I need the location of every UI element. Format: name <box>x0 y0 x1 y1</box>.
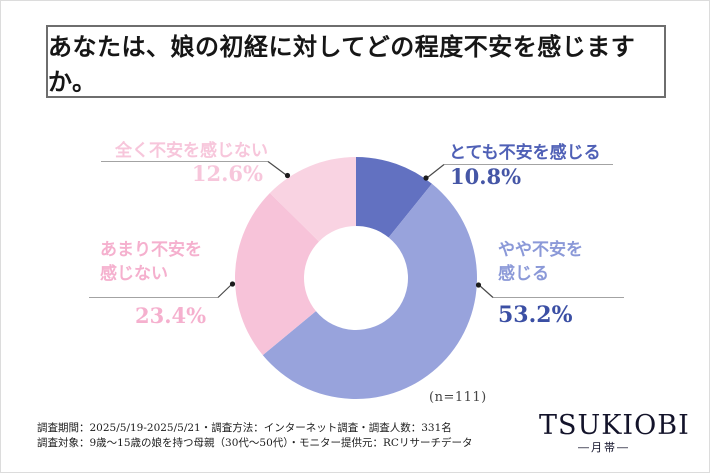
donut-slices <box>234 157 477 399</box>
callout-label-amari-line2: 感じない <box>100 264 168 284</box>
sample-size-label: (n=111) <box>429 390 487 405</box>
callout-label-yaya-line1: やや不安を <box>498 240 583 260</box>
callout-label-yaya: やや不安を 感じる <box>498 238 583 286</box>
callout-label-yaya-line2: 感じる <box>498 264 549 284</box>
callout-label-amari: あまり不安を 感じない <box>100 238 202 286</box>
brand-logo-subtitle: ―月帯― <box>578 441 630 454</box>
donut-slice-3 <box>234 192 320 356</box>
page-title: あなたは、娘の初経に対してどの程度不安を感じますか。 <box>48 31 636 96</box>
donut-slice-4 <box>269 157 356 242</box>
survey-notes-line1: 調査期間：2025/5/19-2025/5/21・調査方法：インターネット調査・… <box>37 422 452 434</box>
leader-dots <box>229 172 482 288</box>
callout-label-zenkaku: 全く不安を感じない <box>115 141 268 161</box>
callout-pct-amari: 23.4% <box>135 303 207 328</box>
callout-pct-yaya: 53.2% <box>498 302 573 328</box>
survey-notes: 調査期間：2025/5/19-2025/5/21・調査方法：インターネット調査・… <box>37 421 472 451</box>
brand-logo-name: TSUKIOBI <box>539 410 690 441</box>
brand-logo: TSUKIOBI ―月帯― <box>539 410 690 455</box>
donut-slice-2 <box>262 183 477 399</box>
callout-label-amari-line1: あまり不安を <box>100 240 202 260</box>
callout-pct-zenkaku: 12.6% <box>191 161 263 186</box>
survey-notes-line2: 調査対象：9歳～15歳の娘を持つ母親（30代～50代）・モニター提供元：RCリサ… <box>37 437 473 449</box>
title-box: あなたは、娘の初経に対してどの程度不安を感じますか。 <box>46 25 666 98</box>
callout-pct-totemo: 10.8% <box>450 164 522 189</box>
donut-slice-1 <box>356 157 432 238</box>
callout-label-totemo: とても不安を感じる <box>449 143 601 163</box>
